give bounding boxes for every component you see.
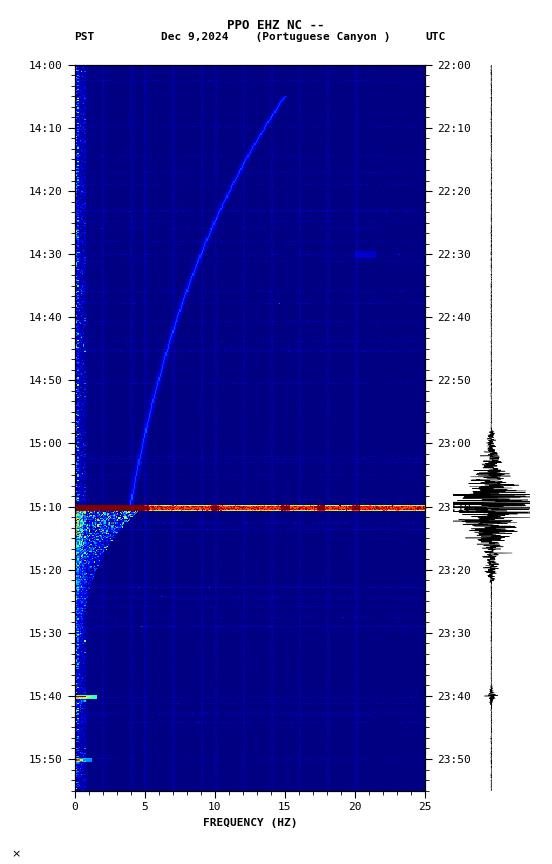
Text: UTC: UTC bbox=[425, 32, 445, 42]
Text: Dec 9,2024    (Portuguese Canyon ): Dec 9,2024 (Portuguese Canyon ) bbox=[161, 32, 391, 42]
X-axis label: FREQUENCY (HZ): FREQUENCY (HZ) bbox=[203, 818, 297, 828]
Text: $\times$: $\times$ bbox=[11, 848, 21, 859]
Text: PST: PST bbox=[75, 32, 95, 42]
Text: PPO EHZ NC --: PPO EHZ NC -- bbox=[227, 19, 325, 32]
